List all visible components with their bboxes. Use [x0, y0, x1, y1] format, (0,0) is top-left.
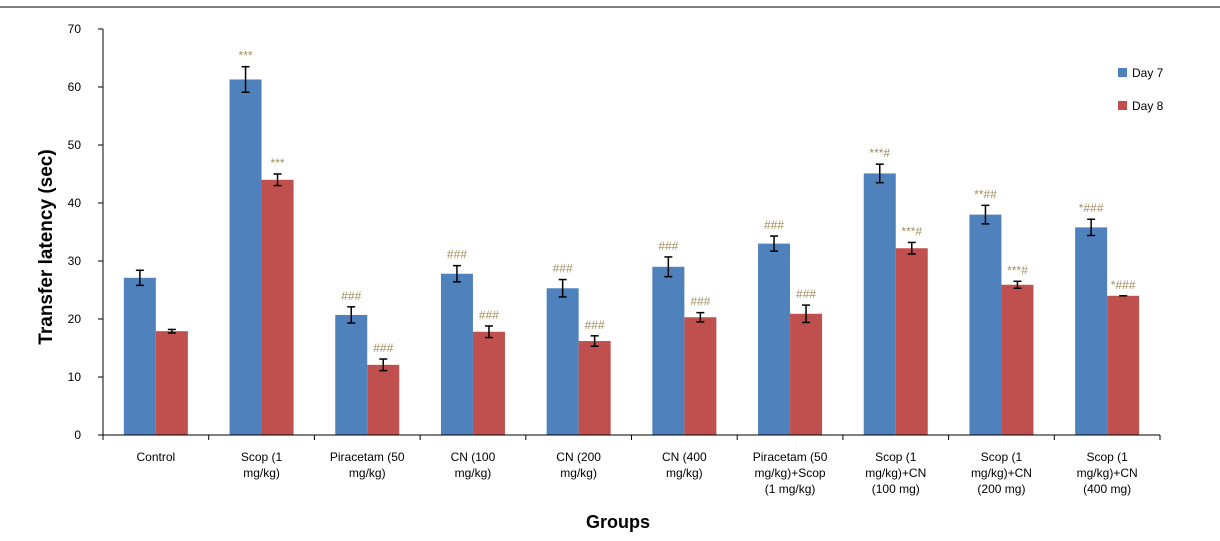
x-tick-label: Scop (1 mg/kg)+CN (200 mg) [971, 450, 1032, 496]
x-tick-label: Scop (1 mg/kg) [241, 450, 283, 480]
bar-day-7 [758, 243, 791, 435]
significance-label: **## [974, 187, 997, 201]
y-tick-label: 0 [74, 428, 81, 442]
x-tick-label: CN (100 mg/kg) [451, 450, 496, 480]
significance-label: ### [479, 308, 499, 322]
significance-label: ### [553, 262, 573, 276]
y-tick-label: 30 [68, 254, 82, 268]
y-tick-label: 10 [68, 370, 82, 384]
legend-label-day-8: Day 8 [1132, 99, 1164, 113]
bar-day-8 [895, 248, 928, 435]
error-bars-group [135, 65, 1128, 372]
legend: Day 7 Day 8 [1118, 66, 1164, 113]
significance-label: *** [239, 49, 253, 63]
bar-day-8 [684, 317, 717, 435]
x-tick-label: Control [137, 450, 176, 464]
significance-label: *### [1111, 278, 1136, 292]
bar-day-7 [652, 266, 685, 435]
x-tick-label: Piracetam (50 mg/kg)+Scop (1 mg/kg) [753, 450, 828, 496]
bar-day-8 [578, 341, 611, 435]
bar-day-7 [1075, 227, 1108, 435]
y-tick-label: 50 [68, 138, 82, 152]
significance-label: *** [271, 156, 285, 170]
y-tick-label: 70 [68, 22, 82, 36]
bar-day-8 [1001, 284, 1034, 435]
bars-group [123, 79, 1140, 436]
x-tick-label: Scop (1 mg/kg)+CN (400 mg) [1077, 450, 1138, 496]
significance-label: ***# [901, 224, 922, 238]
y-tick-label: 20 [68, 312, 82, 326]
bar-day-7 [969, 214, 1002, 435]
significance-label: ### [658, 239, 678, 253]
y-axis-ticks: 0 10 20 30 40 50 60 70 [68, 22, 103, 442]
significance-label: ### [447, 248, 467, 262]
x-tick-label: CN (200 mg/kg) [556, 450, 601, 480]
bar-day-7 [229, 79, 262, 436]
x-axis-label: Groups [586, 512, 650, 532]
significance-label: ### [341, 289, 361, 303]
x-tick-label: Piracetam (50 mg/kg) [330, 450, 405, 480]
y-tick-label: 60 [68, 80, 82, 94]
significance-label: ### [585, 318, 605, 332]
significance-label: ### [796, 287, 816, 301]
significance-label: ***# [869, 146, 890, 160]
significance-label: ### [764, 218, 784, 232]
bar-day-8 [261, 179, 294, 435]
bar-day-8 [367, 364, 400, 435]
legend-label-day-7: Day 7 [1132, 66, 1164, 80]
bar-day-8 [1107, 295, 1140, 435]
bar-day-8 [155, 331, 188, 435]
bar-day-8 [472, 331, 505, 435]
y-tick-label: 40 [68, 196, 82, 210]
bar-day-7 [440, 273, 473, 435]
x-tick-label: CN (400 mg/kg) [662, 450, 707, 480]
bar-day-8 [790, 313, 823, 435]
bar-day-7 [863, 173, 896, 436]
significance-label: *### [1079, 201, 1104, 215]
significance-annotations: ***###############***#**##*###***#######… [239, 49, 1136, 355]
x-axis-tick-labels: Control Scop (1 mg/kg) Piracetam (50 mg/kg) C… [102, 435, 1161, 496]
significance-label: ### [373, 341, 393, 355]
legend-swatch-day-7 [1118, 68, 1127, 77]
significance-label: ***# [1007, 263, 1028, 277]
bar-day-7 [335, 314, 368, 435]
bar-day-7 [546, 288, 579, 435]
x-tick-label: Scop (1 mg/kg)+CN (100 mg) [865, 450, 926, 496]
y-axis-label: Transfer latency (sec) [36, 149, 57, 344]
legend-swatch-day-8 [1118, 101, 1127, 110]
significance-label: ### [690, 295, 710, 309]
bar-day-7 [123, 277, 156, 435]
